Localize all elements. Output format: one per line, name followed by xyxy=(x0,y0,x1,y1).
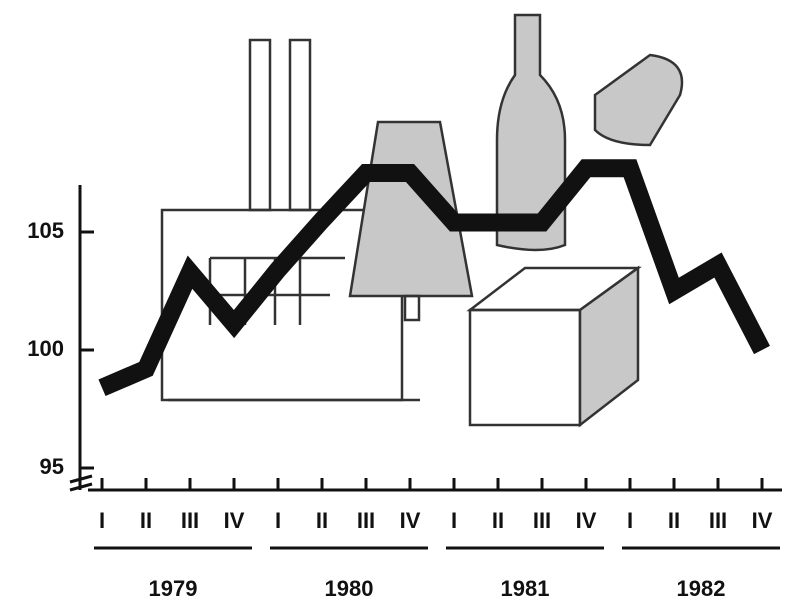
x-tick-label: II xyxy=(492,508,504,533)
x-tick-label: IV xyxy=(224,508,245,533)
year-label: 1982 xyxy=(677,576,726,601)
x-tick-label: II xyxy=(316,508,328,533)
year-label: 1981 xyxy=(501,576,550,601)
year-label: 1979 xyxy=(149,576,198,601)
illustration xyxy=(160,13,684,428)
y-tick-label: 95 xyxy=(40,454,64,479)
y-tick-label: 100 xyxy=(27,336,64,361)
x-tick-label: IV xyxy=(752,508,773,533)
x-tick-label: III xyxy=(709,508,727,533)
x-tick-label: IV xyxy=(400,508,421,533)
x-tick-label: I xyxy=(275,508,281,533)
x-tick-label: II xyxy=(140,508,152,533)
y-tick-label: 105 xyxy=(27,218,64,243)
x-tick-label: I xyxy=(99,508,105,533)
axis-break xyxy=(69,474,93,484)
x-tick-label: I xyxy=(627,508,633,533)
x-tick-label: III xyxy=(357,508,375,533)
x-tick-label: IV xyxy=(576,508,597,533)
x-tick-label: II xyxy=(668,508,680,533)
axis-break xyxy=(69,482,93,492)
x-tick-label: III xyxy=(181,508,199,533)
x-tick-label: III xyxy=(533,508,551,533)
x-tick-label: I xyxy=(451,508,457,533)
data-line xyxy=(98,159,770,397)
year-label: 1980 xyxy=(325,576,374,601)
